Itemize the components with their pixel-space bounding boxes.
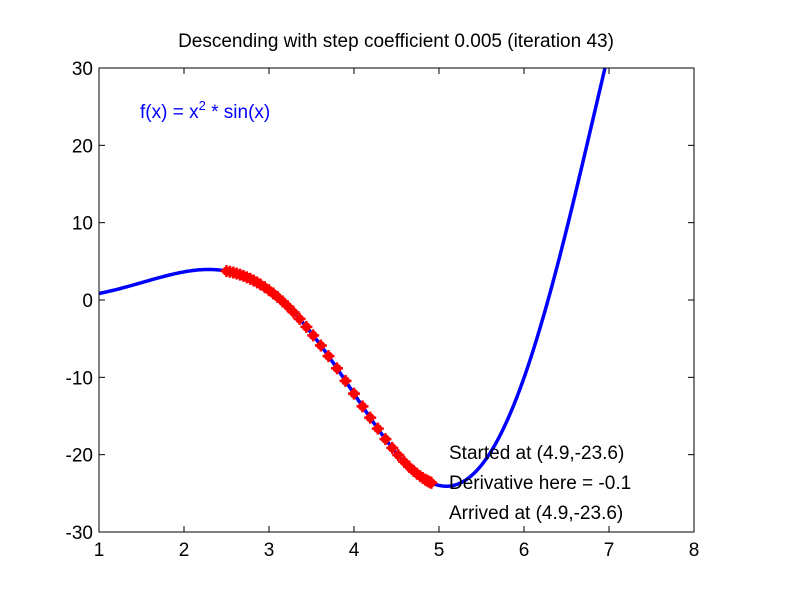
descent-point <box>307 329 320 342</box>
descent-point <box>348 387 360 400</box>
descent-point <box>293 312 306 325</box>
descent-point <box>364 411 377 424</box>
descent-points <box>220 265 438 489</box>
descent-point <box>339 374 352 387</box>
descent-point <box>281 300 294 313</box>
descent-point <box>322 350 335 363</box>
y-axis: 30 20 10 0 -10 -20 -30 <box>66 59 694 544</box>
x-tick-label: 5 <box>434 540 445 561</box>
plot-content <box>99 68 607 489</box>
y-tick-label: 0 <box>82 291 93 312</box>
formula-superscript: 2 <box>199 98 206 113</box>
descent-point <box>287 306 300 319</box>
formula-label: f(x) = x2 * sin(x) <box>140 98 270 123</box>
descent-point <box>356 400 369 413</box>
chart-title: Descending with step coefficient 0.005 (… <box>178 31 614 52</box>
annotation-started: Started at (4.9,-23.6) <box>449 443 624 464</box>
x-tick-label: 4 <box>349 540 360 561</box>
x-tick-label: 6 <box>519 540 530 561</box>
descent-point <box>386 441 399 454</box>
y-tick-label: 30 <box>72 59 93 80</box>
y-tick-label: -10 <box>66 368 93 389</box>
descent-point <box>379 433 392 446</box>
x-tick-label: 8 <box>689 540 700 561</box>
annotation-arrived: Arrived at (4.9,-23.6) <box>449 503 623 524</box>
x-tick-label: 7 <box>604 540 615 561</box>
x-axis: 1 2 3 4 5 6 7 8 <box>94 68 700 561</box>
descent-point <box>300 320 313 333</box>
x-tick-label: 3 <box>264 540 275 561</box>
y-tick-label: -30 <box>66 523 93 544</box>
y-tick-label: 10 <box>72 214 93 235</box>
y-tick-label: -20 <box>66 446 93 467</box>
descent-point <box>331 362 343 375</box>
formula-suffix: * sin(x) <box>206 102 270 123</box>
formula-prefix: f(x) = x <box>140 102 199 123</box>
annotation-derivative: Derivative here = -0.1 <box>449 473 631 494</box>
descent-point <box>314 339 327 352</box>
descent-point <box>425 476 438 489</box>
x-tick-label: 2 <box>179 540 190 561</box>
y-tick-label: 20 <box>72 136 93 157</box>
descent-point <box>392 449 405 462</box>
x-tick-label: 1 <box>94 540 105 561</box>
descent-point <box>371 422 384 435</box>
